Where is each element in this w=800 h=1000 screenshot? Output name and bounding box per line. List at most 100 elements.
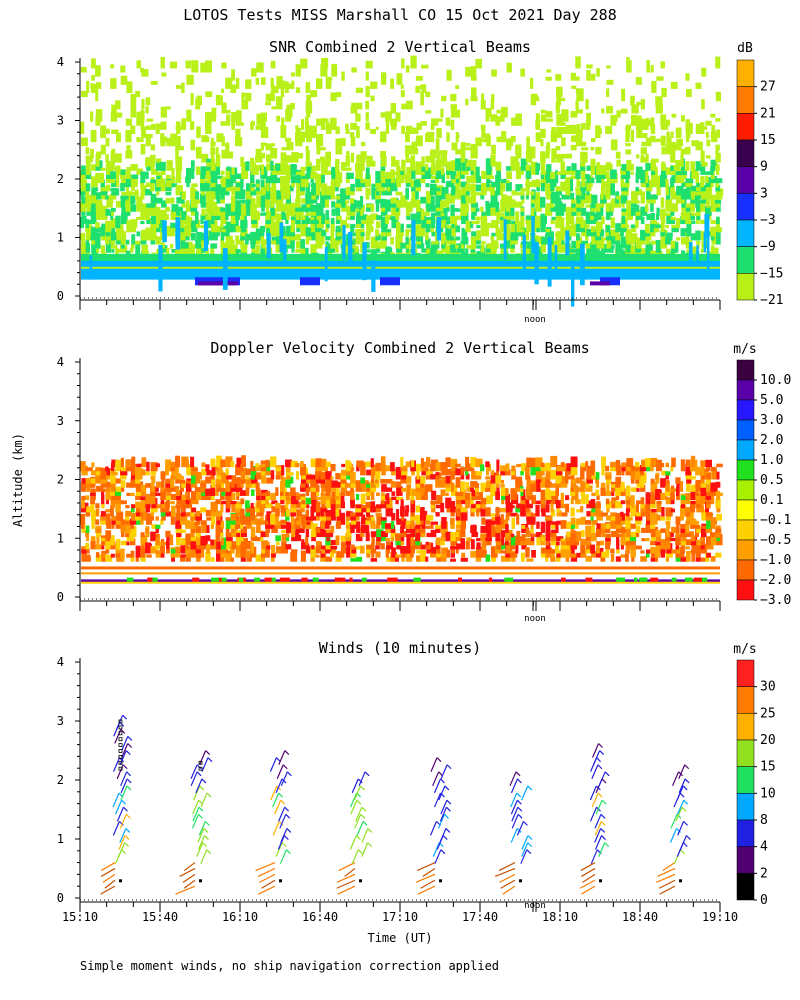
wind-barb	[669, 828, 678, 843]
doppler-cell	[485, 529, 490, 533]
snr-cell	[170, 61, 178, 69]
snr-cell	[660, 175, 667, 184]
snr-cell	[126, 191, 132, 204]
snr-cell	[111, 191, 119, 196]
snr-cell	[375, 171, 382, 175]
snr-cell	[375, 230, 380, 237]
snr-cell	[100, 172, 105, 184]
snr-cell	[525, 150, 533, 163]
y-tick-label: 2	[57, 473, 64, 487]
doppler-cell	[511, 465, 516, 472]
snr-cell	[326, 77, 333, 81]
snr-cell	[141, 244, 149, 257]
snr-cell	[376, 215, 382, 220]
doppler-cell	[175, 474, 182, 480]
snr-cell	[591, 194, 598, 208]
doppler-cell	[636, 477, 643, 488]
snr-cell	[596, 68, 600, 77]
snr-cell	[696, 210, 701, 216]
doppler-cell	[625, 499, 631, 505]
doppler-cell	[600, 523, 609, 529]
doppler-cell	[395, 554, 401, 558]
snr-cell	[490, 162, 498, 167]
snr-cell	[705, 131, 709, 139]
doppler-cell	[185, 491, 190, 501]
doppler-cell	[645, 492, 651, 505]
doppler-cell	[680, 481, 684, 492]
doppler-cell	[285, 492, 289, 496]
doppler-cell	[81, 481, 89, 488]
snr-cell	[110, 158, 115, 171]
snr-cell	[80, 233, 86, 241]
snr-cell	[380, 237, 387, 249]
doppler-cell	[470, 481, 478, 488]
snr-cell	[260, 248, 266, 257]
snr-cell	[310, 171, 318, 179]
snr-cell	[655, 239, 662, 253]
snr-cell	[115, 215, 121, 229]
snr-cell	[405, 204, 411, 208]
doppler-cell	[556, 505, 560, 513]
snr-cell	[395, 234, 401, 241]
doppler-cell	[455, 495, 461, 501]
doppler-cell	[695, 500, 701, 509]
doppler-cell	[430, 505, 435, 509]
doppler-cell	[510, 512, 518, 517]
doppler-cell	[225, 456, 233, 468]
snr-cell	[586, 189, 590, 196]
snr-cell	[295, 129, 301, 134]
doppler-cell	[325, 522, 330, 529]
doppler-cell	[130, 507, 135, 513]
snr-cell	[431, 160, 435, 171]
doppler-cell	[471, 492, 477, 501]
doppler-cell	[465, 482, 469, 488]
snr-cell	[630, 97, 635, 106]
doppler-cell	[205, 535, 211, 542]
snr-cell	[500, 188, 504, 196]
doppler-cell	[425, 541, 429, 546]
snr-cell	[595, 146, 602, 155]
snr-cell	[256, 190, 262, 196]
snr-cell	[705, 190, 712, 196]
snr-cell	[435, 187, 441, 192]
snr-cell	[460, 142, 467, 151]
colorbar-swatch	[736, 499, 755, 521]
snr-cell	[665, 144, 674, 155]
wind-barb	[200, 792, 208, 808]
snr-cell	[190, 221, 195, 229]
doppler-cell	[201, 492, 206, 496]
snr-cell	[255, 212, 260, 220]
snr-cell	[491, 246, 497, 253]
doppler-cell	[556, 520, 563, 525]
snr-cell	[201, 135, 208, 143]
snr-cell	[501, 178, 507, 184]
snr-cell	[346, 186, 354, 192]
doppler-cell	[635, 470, 642, 480]
snr-cell	[105, 177, 112, 184]
doppler-cell	[646, 549, 651, 554]
doppler-cell	[581, 495, 585, 505]
doppler-cell	[180, 544, 188, 554]
colorbar-label: 9	[760, 160, 768, 175]
doppler-cell	[505, 488, 509, 496]
doppler-cell	[251, 483, 258, 488]
colorbar-swatch	[736, 86, 755, 114]
doppler-cell	[530, 480, 538, 484]
snr-cell	[660, 169, 668, 175]
doppler-cell	[105, 489, 111, 496]
doppler-cell	[660, 528, 666, 533]
doppler-cell	[505, 530, 510, 538]
doppler-cell	[306, 545, 311, 554]
snr-cell	[395, 205, 399, 212]
snr-cell	[265, 215, 271, 220]
snr-cell	[360, 209, 364, 216]
snr-cell	[566, 166, 571, 171]
snr-cell	[140, 144, 146, 155]
doppler-cell	[500, 484, 505, 488]
doppler-cell	[530, 538, 535, 546]
calm-marker	[118, 743, 123, 747]
snr-cell	[280, 125, 287, 139]
wind-barb-flag	[122, 714, 128, 720]
snr-cell	[695, 198, 700, 208]
